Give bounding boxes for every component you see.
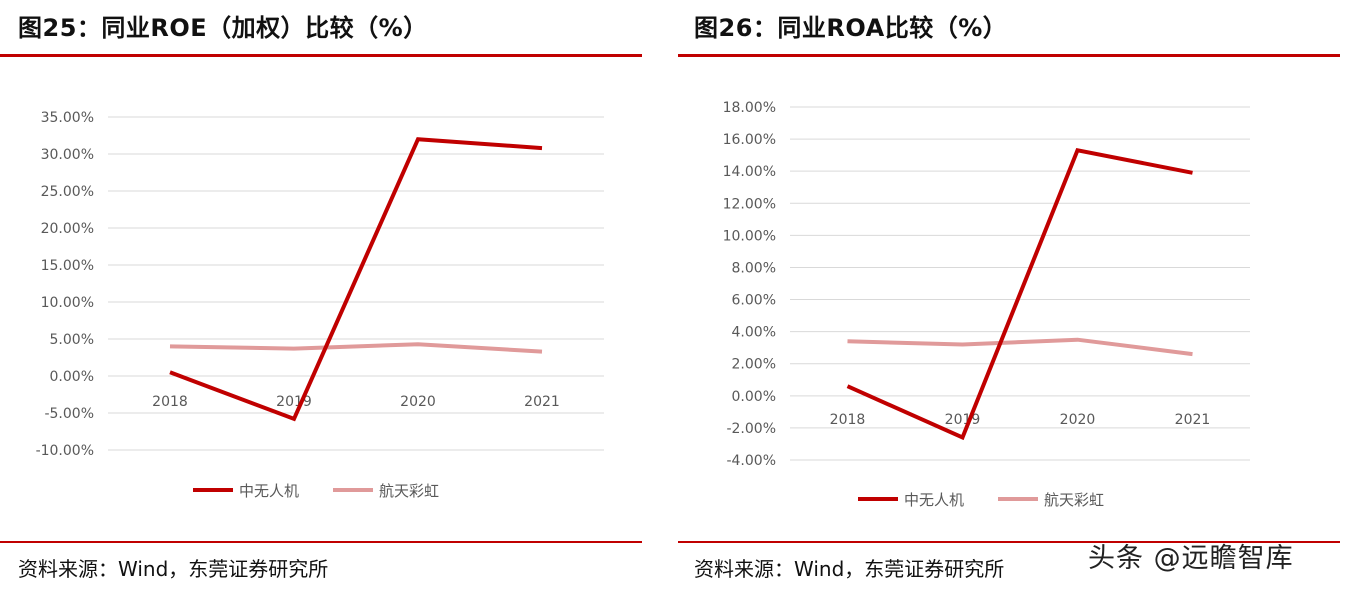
y-tick-label: -10.00% (36, 443, 94, 459)
y-tick-label: 10.00% (41, 295, 94, 311)
y-tick-label: 0.00% (732, 389, 776, 405)
x-tick-label: 2019 (945, 412, 981, 428)
x-tick-label: 2019 (276, 394, 312, 410)
y-tick-label: 30.00% (41, 147, 94, 163)
x-tick-label: 2021 (1175, 412, 1211, 428)
x-tick-label: 2018 (830, 412, 866, 428)
y-tick-label: 5.00% (50, 332, 94, 348)
y-tick-label: 20.00% (41, 221, 94, 237)
y-tick-label: -5.00% (44, 406, 94, 422)
legend-label: 中无人机 (904, 491, 964, 509)
y-tick-label: 0.00% (50, 369, 94, 385)
x-tick-label: 2020 (400, 394, 436, 410)
y-tick-label: 35.00% (41, 110, 94, 126)
top-rule (678, 54, 1340, 57)
roa-line-chart: 18.00% 16.00% 14.00% 12.00% 10.00% 8.00% 6.00%… (723, 100, 1250, 509)
source-note: 资料来源：Wind，东莞证券研究所 (694, 557, 1005, 581)
y-tick-label: 2.00% (732, 357, 776, 373)
bottom-rule (0, 541, 642, 543)
chart-panel-roe: 图25：同业ROE（加权）比较（%） 35.00% 30.00% 25.00% 20.… (0, 0, 642, 590)
y-tick-label: 8.00% (732, 260, 776, 276)
top-rule (0, 54, 642, 57)
y-tick-label: 10.00% (723, 228, 776, 244)
series-line-0 (846, 148, 1193, 441)
y-tick-label: -2.00% (726, 421, 776, 437)
chart-title: 图25：同业ROE（加权）比较（%） (18, 14, 428, 42)
y-tick-label: 4.00% (732, 325, 776, 341)
y-tick-label: -4.00% (726, 453, 776, 469)
y-tick-label: 6.00% (732, 293, 776, 309)
y-tick-label: 16.00% (723, 132, 776, 148)
series-line-1 (169, 342, 543, 354)
source-note: 资料来源：Wind，东莞证券研究所 (18, 557, 329, 581)
y-tick-label: 18.00% (723, 100, 776, 116)
y-tick-label: 14.00% (723, 164, 776, 180)
chart-panel-roa: 图26：同业ROA比较（%） 18.00% 16.00% 14.00% 12.00% 1… (678, 0, 1340, 590)
y-tick-label: 12.00% (723, 196, 776, 212)
y-tick-label: 25.00% (41, 184, 94, 200)
roe-line-chart: 35.00% 30.00% 25.00% 20.00% 15.00% 10.00% 5.00… (36, 110, 604, 500)
legend: 中无人机 航天彩虹 (858, 491, 1104, 509)
x-tick-label: 2018 (152, 394, 188, 410)
legend: 中无人机 航天彩虹 (193, 482, 439, 500)
series-line-1 (847, 337, 1193, 357)
legend-label: 航天彩虹 (1044, 491, 1104, 509)
x-tick-label: 2021 (524, 394, 560, 410)
x-tick-label: 2020 (1060, 412, 1096, 428)
y-tick-label: 15.00% (41, 258, 94, 274)
watermark-text: 头条 @远瞻智库 (1088, 543, 1294, 574)
series-line-0 (169, 137, 543, 422)
legend-label: 航天彩虹 (379, 482, 439, 500)
chart-title: 图26：同业ROA比较（%） (694, 14, 1008, 42)
legend-label: 中无人机 (239, 482, 299, 500)
bottom-rule (678, 541, 1340, 543)
